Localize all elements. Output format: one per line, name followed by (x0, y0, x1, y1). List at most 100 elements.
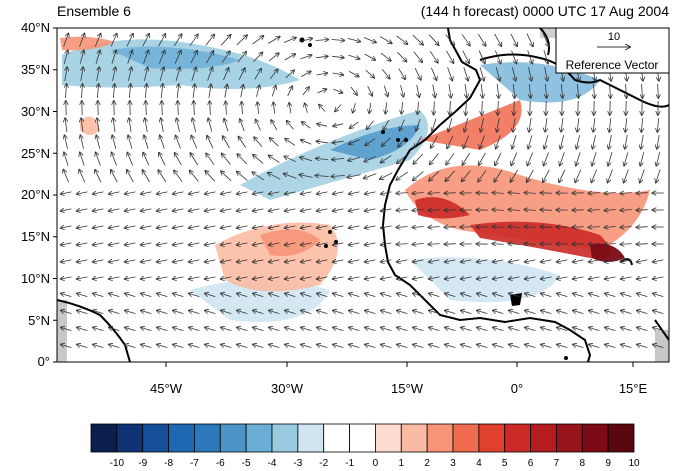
wind-vector (365, 138, 376, 146)
wind-vector (445, 277, 456, 279)
wind-vector (382, 137, 391, 146)
wind-vector (77, 344, 88, 348)
wind-vector (413, 327, 424, 331)
wind-vector (349, 310, 360, 314)
wind-vector (317, 209, 328, 211)
wind-vector (301, 140, 312, 145)
wind-vector (141, 277, 152, 279)
wind-vector (413, 171, 424, 181)
wind-vector (161, 118, 164, 132)
wind-vector (429, 344, 440, 348)
iberia-coastline (539, 28, 550, 56)
wind-vector (222, 154, 231, 165)
colorbar-tick-label: -5 (242, 458, 251, 469)
wind-vector (285, 209, 296, 211)
wind-vector (269, 260, 280, 262)
wind-vector (333, 327, 344, 331)
wind-vector (315, 176, 329, 177)
wind-vector (273, 102, 274, 114)
wind-vector (333, 192, 344, 194)
wind-vector (254, 137, 263, 148)
wind-vector (174, 170, 183, 182)
wind-vector (65, 67, 67, 81)
wind-vector (256, 120, 261, 131)
wind-vector (492, 244, 504, 245)
wind-vector (285, 277, 296, 279)
wind-vector (331, 40, 345, 41)
wind-vector (429, 277, 440, 279)
wind-vector (431, 67, 436, 80)
wind-vector (557, 293, 568, 297)
wind-vector (381, 327, 392, 331)
wind-vector (383, 119, 390, 130)
wind-vector (494, 169, 503, 182)
wind-vector (592, 152, 597, 165)
wind-vector (560, 152, 565, 165)
wind-vector (636, 210, 648, 211)
wind-vector (189, 192, 200, 194)
wind-vector (625, 135, 628, 149)
wind-vector (205, 344, 216, 348)
lat-tick-label: 40°N (21, 20, 50, 35)
wind-vector (109, 260, 120, 262)
wind-vector (605, 327, 616, 331)
wind-vector (316, 56, 328, 57)
wind-vector (380, 172, 393, 179)
wind-vector (527, 169, 534, 182)
wind-vector (269, 243, 280, 245)
wind-vector (637, 344, 648, 348)
wind-vector (237, 243, 248, 245)
wind-vector (608, 152, 613, 165)
lat-tick-label: 20°N (21, 187, 50, 202)
wind-vector (347, 38, 361, 41)
wind-vector (636, 227, 648, 228)
wind-vector (126, 34, 133, 47)
wind-vector (302, 122, 311, 129)
wind-vector (125, 209, 136, 211)
wind-vector (462, 170, 471, 182)
wind-vector (253, 243, 264, 245)
wind-vector (77, 277, 88, 279)
wind-vector (301, 327, 312, 331)
wind-vector (300, 157, 313, 162)
wind-vector (496, 135, 501, 148)
wind-vector (429, 34, 438, 45)
wind-vector (189, 327, 200, 331)
wind-vector (144, 67, 147, 81)
wind-vector (396, 210, 408, 211)
wind-vector (396, 171, 409, 180)
wind-vector (317, 344, 328, 348)
wind-vector (210, 101, 211, 115)
wind-vector (349, 71, 359, 76)
wind-vector (77, 192, 88, 194)
wind-vector (604, 244, 616, 245)
wind-vector (178, 101, 179, 116)
wind-vector (96, 135, 101, 149)
wind-vector (508, 210, 520, 211)
wind-vector (157, 293, 168, 297)
wind-vector (604, 227, 616, 228)
wind-vector (418, 101, 419, 114)
colorbar-box (375, 423, 402, 453)
wind-vector (477, 310, 488, 314)
wind-vector (95, 50, 100, 64)
wind-vector (285, 243, 296, 245)
wind-vector (461, 260, 472, 262)
wind-vector (61, 209, 72, 211)
wind-vector (173, 293, 184, 297)
wind-vector (157, 344, 168, 348)
wind-vector (396, 244, 408, 245)
wind-vector (142, 170, 150, 183)
wind-vector (301, 192, 312, 194)
wind-vector (97, 118, 99, 132)
wind-vector (127, 153, 134, 166)
wind-vector (237, 260, 248, 262)
wind-vector (144, 135, 149, 149)
wind-vector (397, 52, 407, 61)
wind-vector (94, 34, 100, 47)
wind-vector (317, 124, 328, 126)
wind-vector (205, 327, 216, 331)
wind-vector (269, 192, 280, 194)
wind-vector (285, 344, 296, 348)
wind-vector (221, 209, 232, 211)
